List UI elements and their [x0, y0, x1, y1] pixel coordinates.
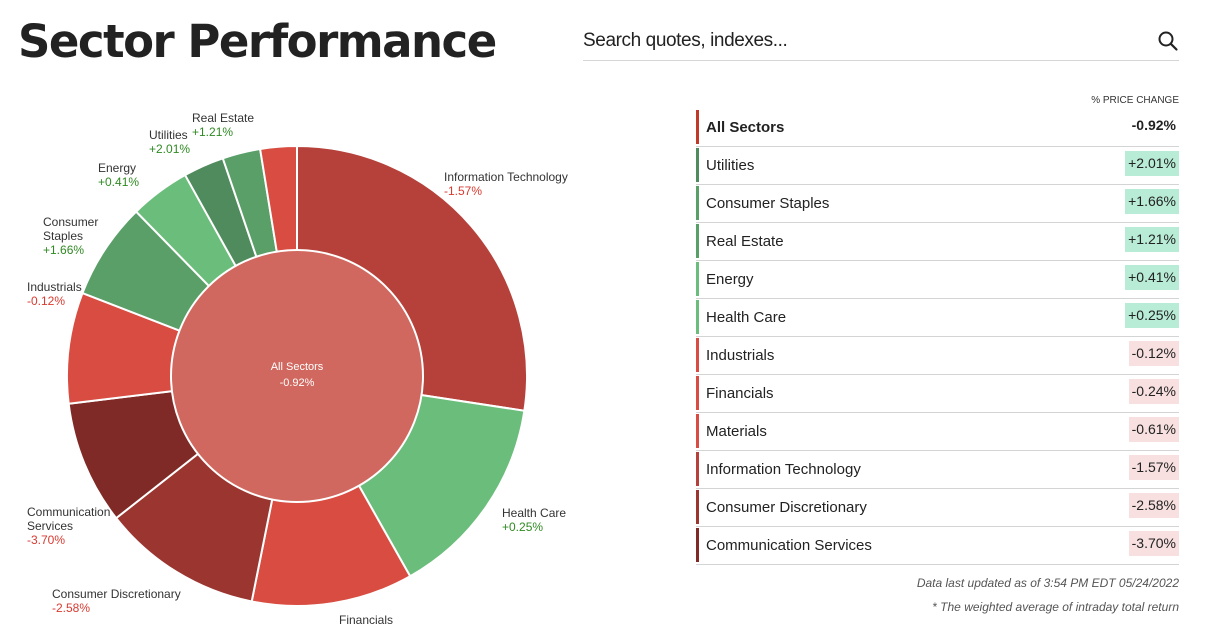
slice-change-label: -3.70% [27, 533, 65, 547]
table-row[interactable]: Materials -0.61% [696, 413, 1179, 451]
row-sector-name: Consumer Discretionary [706, 499, 867, 516]
center-circle[interactable] [170, 249, 424, 503]
slice-label: Energy [98, 161, 136, 175]
row-sector-name: Industrials [706, 347, 775, 364]
footer-notes: Data last updated as of 3:54 PM EDT 05/2… [696, 570, 1179, 620]
row-color-bar [696, 528, 699, 562]
row-sector-name: Real Estate [706, 233, 784, 250]
slice-change-label: +1.21% [192, 125, 233, 139]
row-sector-name: All Sectors [706, 119, 785, 136]
table-row[interactable]: Energy +0.41% [696, 261, 1179, 299]
slice-change-label: +2.01% [149, 142, 190, 156]
row-price-change: +1.66% [1125, 189, 1179, 214]
row-price-change: +0.25% [1125, 303, 1179, 328]
row-color-bar [696, 376, 699, 410]
row-sector-name: Communication Services [706, 537, 872, 554]
table-header: % PRICE CHANGE [1091, 95, 1179, 106]
slice-change-label: +1.66% [43, 243, 84, 257]
row-price-change: -0.92% [1131, 117, 1176, 133]
row-color-bar [696, 490, 699, 524]
row-price-change: -3.70% [1128, 531, 1179, 556]
row-price-change: -0.12% [1128, 341, 1179, 366]
slice-change-label: +0.25% [502, 520, 543, 534]
table-row[interactable]: Real Estate +1.21% [696, 223, 1179, 261]
row-price-change: +1.21% [1125, 227, 1179, 252]
search-input[interactable] [583, 26, 1143, 56]
slice-label: Services [27, 519, 73, 533]
slice-change-label: -0.12% [27, 294, 65, 308]
table-row[interactable]: Health Care +0.25% [696, 299, 1179, 337]
row-color-bar [696, 148, 699, 182]
table-row[interactable]: Consumer Discretionary -2.58% [696, 489, 1179, 527]
row-sector-name: Information Technology [706, 461, 861, 478]
page-title: Sector Performance [18, 15, 497, 68]
row-color-bar [696, 414, 699, 448]
row-sector-name: Materials [706, 423, 767, 440]
slice-change-label: -1.57% [444, 184, 482, 198]
slice-label: Information Technology [444, 170, 568, 184]
row-color-bar [696, 262, 699, 296]
center-label: All Sectors [271, 361, 324, 373]
row-price-change: -0.61% [1128, 417, 1179, 442]
slice-label: Staples [43, 229, 83, 243]
row-color-bar [696, 110, 699, 144]
table-row[interactable]: All Sectors -0.92% [696, 109, 1179, 147]
row-color-bar [696, 224, 699, 258]
table-row[interactable]: Communication Services -3.70% [696, 527, 1179, 565]
row-color-bar [696, 186, 699, 220]
row-color-bar [696, 338, 699, 372]
slice-label: Consumer Discretionary [52, 587, 181, 601]
table-row[interactable]: Financials -0.24% [696, 375, 1179, 413]
row-sector-name: Consumer Staples [706, 195, 830, 212]
slice-change-label: -2.58% [52, 601, 90, 615]
row-price-change: +2.01% [1125, 151, 1179, 176]
table-row[interactable]: Utilities +2.01% [696, 147, 1179, 185]
search-bar[interactable] [583, 26, 1179, 61]
table-row[interactable]: Consumer Staples +1.66% [696, 185, 1179, 223]
slice-label: Real Estate [192, 111, 254, 125]
slice-label: Consumer [43, 215, 98, 229]
row-price-change: -2.58% [1128, 493, 1179, 518]
row-price-change: -1.57% [1128, 455, 1179, 480]
table-row[interactable]: Information Technology -1.57% [696, 451, 1179, 489]
table-row[interactable]: Industrials -0.12% [696, 337, 1179, 375]
sector-donut-chart: All Sectors -0.92% Information Technolog… [27, 111, 568, 627]
row-sector-name: Energy [706, 271, 754, 288]
slice-change-label: +0.41% [98, 175, 139, 189]
center-value: -0.92% [280, 377, 315, 389]
slice-label: Utilities [149, 128, 188, 142]
sector-table: % PRICE CHANGE All Sectors -0.92% Utilitie… [696, 93, 1179, 565]
row-price-change: +0.41% [1125, 265, 1179, 290]
row-price-change: -0.24% [1128, 379, 1179, 404]
footnote: * The weighted average of intraday total… [932, 600, 1179, 614]
row-sector-name: Financials [706, 385, 774, 402]
slice-label: Financials [339, 613, 393, 627]
row-color-bar [696, 452, 699, 486]
row-sector-name: Utilities [706, 157, 755, 174]
slice-label: Industrials [27, 280, 82, 294]
slice-label: Communication [27, 505, 110, 519]
slice-label: Health Care [502, 506, 566, 520]
updated-note: Data last updated as of 3:54 PM EDT 05/2… [916, 576, 1179, 590]
row-color-bar [696, 300, 699, 334]
search-icon[interactable] [1157, 30, 1179, 52]
row-sector-name: Health Care [706, 309, 787, 326]
